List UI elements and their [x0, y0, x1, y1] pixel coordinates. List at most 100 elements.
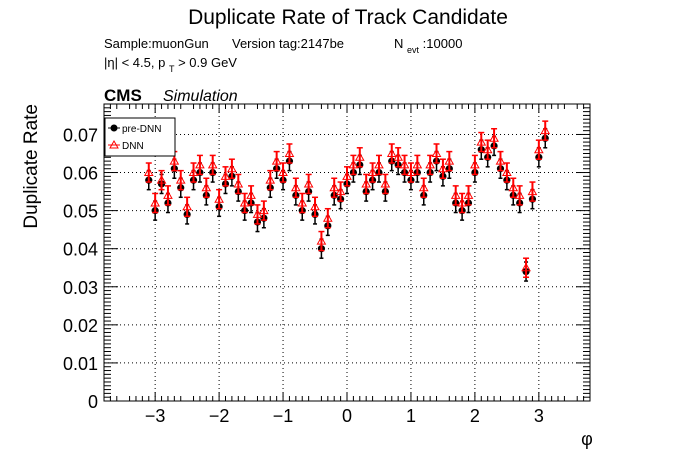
- data-point: [227, 163, 237, 173]
- y-axis-ticks: 0 0.01 0.02 0.03 0.04 0.05 0.06 0.07: [63, 107, 590, 412]
- y-tick-label: 0: [88, 392, 98, 412]
- data-point: [335, 186, 346, 196]
- simulation-label: Simulation: [163, 88, 238, 105]
- cut-subscript: T: [169, 64, 175, 74]
- data-point: [207, 159, 218, 169]
- x-tick-label: 0: [342, 406, 352, 426]
- data-point: [310, 201, 320, 211]
- data-series: [143, 120, 551, 282]
- data-point: [450, 190, 461, 199]
- data-point: [489, 133, 499, 142]
- data-point: [284, 148, 295, 157]
- data-point: [303, 178, 314, 188]
- data-point: [399, 159, 410, 169]
- data-point: [322, 213, 333, 222]
- data-point: [386, 148, 397, 157]
- y-tick-label: 0.05: [63, 202, 98, 222]
- y-tick-label: 0.07: [63, 125, 98, 145]
- series-dnn: [143, 120, 551, 278]
- y-tick-label: 0.06: [63, 164, 98, 184]
- data-point: [527, 186, 538, 196]
- nevt-value: :10000: [423, 36, 463, 51]
- data-point: [533, 144, 544, 154]
- data-point: [444, 156, 455, 165]
- y-axis-label: Duplicate Rate: [21, 104, 42, 229]
- nevt-label: N: [394, 36, 403, 51]
- data-point: [143, 167, 154, 177]
- x-tick-label: 3: [534, 406, 544, 426]
- x-axis-label: φ: [581, 429, 593, 449]
- x-tick-label: −2: [209, 406, 230, 426]
- x-tick-label: 2: [470, 406, 480, 426]
- data-point: [431, 148, 442, 157]
- legend-box: [104, 117, 176, 157]
- y-tick-label: 0.03: [63, 278, 98, 298]
- data-point: [169, 156, 180, 165]
- y-tick-label: 0.01: [63, 354, 98, 374]
- data-point: [406, 167, 416, 177]
- data-point: [438, 163, 448, 173]
- legend-predn-marker: [110, 124, 118, 132]
- data-point: [418, 182, 429, 192]
- data-point: [514, 190, 525, 199]
- data-point: [316, 236, 327, 245]
- data-point: [463, 190, 474, 199]
- sample-label: Sample:muonGun: [104, 36, 209, 51]
- info-line-2: |η| < 4.5, p T > 0.9 GeV: [104, 55, 237, 75]
- data-point: [201, 182, 212, 192]
- data-point: [380, 178, 391, 188]
- data-point: [239, 197, 250, 207]
- data-point: [476, 137, 487, 146]
- x-tick-label: −3: [145, 406, 166, 426]
- data-point: [342, 171, 352, 180]
- legend-dnn-label: DNN: [122, 141, 144, 152]
- legend-dnn-marker: [109, 139, 119, 149]
- data-point: [265, 175, 276, 184]
- data-point: [540, 125, 551, 135]
- x-axis-ticks: −3 −2 −1 0 1 2 3: [103, 104, 591, 426]
- chart-title: Duplicate Rate of Track Candidate: [188, 6, 508, 29]
- data-point: [502, 167, 512, 177]
- y-tick-label: 0.02: [63, 316, 98, 336]
- info-line-1: Sample:muonGun Version tag:2147be N evt …: [104, 36, 462, 56]
- data-point: [508, 182, 519, 192]
- data-point: [348, 159, 359, 169]
- data-point: [457, 197, 467, 207]
- data-point: [470, 159, 480, 169]
- data-point: [297, 197, 308, 207]
- data-point: [163, 190, 173, 199]
- data-point: [233, 178, 244, 188]
- version-label: Version tag:2147be: [232, 36, 344, 51]
- legend: pre-DNN DNN: [104, 117, 176, 157]
- data-point: [393, 152, 404, 161]
- data-point: [150, 197, 161, 207]
- data-point: [367, 167, 378, 177]
- data-point: [521, 262, 531, 272]
- data-point: [290, 182, 301, 192]
- grid-lines: [104, 104, 590, 401]
- data-point: [220, 171, 231, 180]
- x-tick-label: 1: [406, 406, 416, 426]
- data-point: [182, 201, 192, 211]
- data-point: [175, 175, 186, 184]
- data-point: [195, 159, 205, 169]
- data-point: [278, 167, 288, 177]
- data-point: [354, 152, 365, 161]
- data-point: [246, 190, 256, 199]
- x-tick-label: −1: [273, 406, 294, 426]
- data-point: [361, 178, 372, 188]
- data-point: [374, 159, 384, 169]
- cut-label-2: > 0.9 GeV: [178, 55, 237, 70]
- data-point: [412, 159, 423, 169]
- nevt-subscript: evt: [407, 45, 420, 55]
- data-point: [259, 205, 269, 215]
- y-tick-label: 0.04: [63, 240, 98, 260]
- data-point: [188, 167, 199, 177]
- data-point: [482, 144, 493, 154]
- data-point: [214, 194, 224, 203]
- cms-label: CMS: [104, 86, 142, 105]
- data-point: [156, 175, 167, 184]
- data-point: [425, 159, 435, 169]
- cut-label-1: |η| < 4.5, p: [104, 55, 165, 70]
